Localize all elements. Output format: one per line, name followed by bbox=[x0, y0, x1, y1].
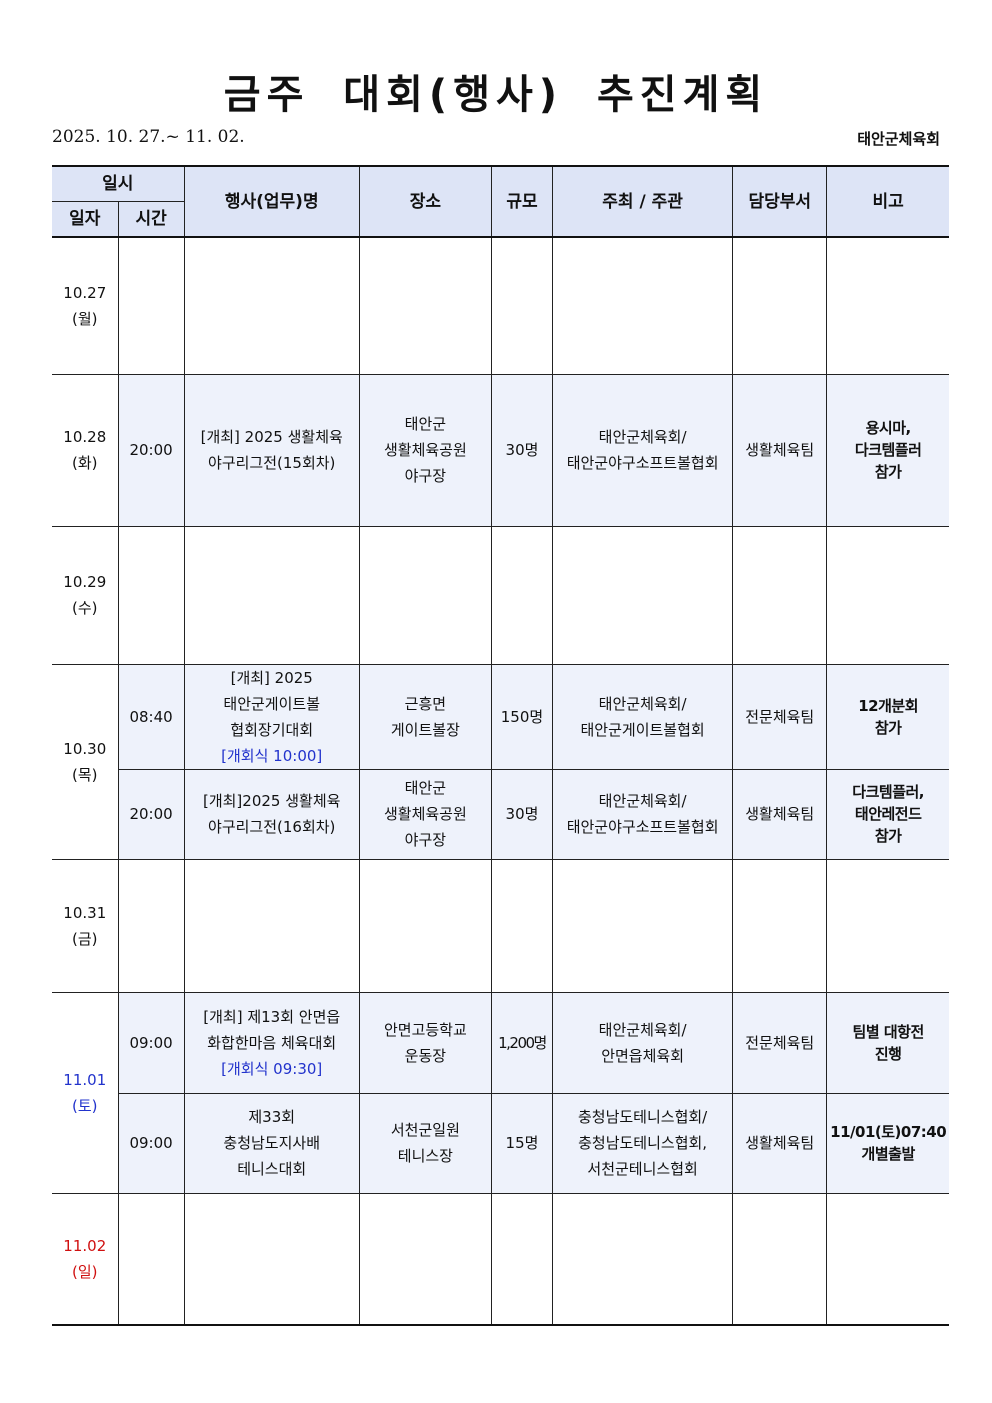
department: 전문체육팀 bbox=[732, 663, 828, 770]
time-cell: 08:40 bbox=[117, 663, 185, 770]
header-scale: 규모 bbox=[490, 165, 554, 238]
scale bbox=[490, 525, 554, 665]
department bbox=[732, 525, 828, 665]
date-cell: 10.27 (월) bbox=[52, 236, 119, 375]
table-row: 10.28 (화) 20:00 [개최] 2025 생활체육 야구리그전(15회차)… bbox=[52, 373, 949, 527]
header-dept: 담당부서 bbox=[732, 165, 828, 238]
organization: 태안군체육회 bbox=[857, 130, 940, 148]
table-row: 11.01 (토) 09:00 [개최] 제13회 안면읍 화합한마음 체육대회 [개… bbox=[52, 991, 949, 1194]
header-host: 주최 / 주관 bbox=[552, 165, 734, 238]
host bbox=[552, 525, 734, 665]
date-cell: 10.29 (수) bbox=[52, 525, 119, 665]
scale bbox=[490, 236, 554, 375]
scale: 15명 bbox=[490, 1092, 554, 1194]
scale: 30명 bbox=[490, 768, 554, 860]
time-cell: 20:00 bbox=[118, 768, 185, 860]
scale: 1,200명 bbox=[490, 991, 554, 1094]
host bbox=[552, 236, 734, 375]
header-event: 행사(업무)명 bbox=[183, 165, 360, 238]
department: 생활체육팀 bbox=[732, 768, 828, 860]
time-cell bbox=[117, 236, 185, 375]
event-title: [개최] 2025 생활체육 야구리그전(15회차) bbox=[200, 428, 343, 472]
note bbox=[826, 858, 949, 993]
place bbox=[358, 525, 492, 665]
host: 태안군체육회/ 태안군야구소프트볼협회 bbox=[552, 768, 734, 860]
period: 2025. 10. 27.~ 11. 02. bbox=[52, 127, 245, 147]
host: 충청남도테니스협회/ 충청남도테니스협회, 서천군테니스협회 bbox=[552, 1092, 734, 1194]
place: 태안군 생활체육공원 야구장 bbox=[358, 373, 492, 527]
time-cell bbox=[117, 858, 185, 993]
event-name: [개최] 2025 태안군게이트볼 협회장기대회 [개회식 10:00] bbox=[183, 663, 360, 770]
place bbox=[358, 1192, 492, 1326]
time-cell: 09:00 bbox=[118, 1092, 185, 1194]
host bbox=[552, 1192, 734, 1326]
date-cell: 10.31 (금) bbox=[52, 858, 119, 993]
opening-ceremony: [개회식 09:30] bbox=[221, 1059, 323, 1078]
place bbox=[358, 858, 492, 993]
host: 태안군체육회/ 태안군야구소프트볼협회 bbox=[552, 373, 734, 527]
opening-ceremony: [개회식 10:00] bbox=[221, 746, 323, 765]
event-name: [개최]2025 생활체육 야구리그전(16회차) bbox=[183, 768, 360, 860]
event-title: 제33회 충청남도지사배 테니스대회 bbox=[223, 1108, 321, 1178]
date-cell: 11.02 (일) bbox=[52, 1192, 119, 1326]
host bbox=[552, 858, 734, 993]
note: 다크템플러, 태안레전드 참가 bbox=[826, 768, 949, 860]
event-name: [개최] 2025 생활체육 야구리그전(15회차) bbox=[183, 373, 360, 527]
note: 11/01(토)07:40 개별출발 bbox=[826, 1092, 949, 1194]
scale bbox=[490, 1192, 554, 1326]
place bbox=[358, 236, 492, 375]
note: 용시마, 다크템플러 참가 bbox=[826, 373, 949, 527]
header-place: 장소 bbox=[358, 165, 492, 238]
host: 태안군체육회/ 안면읍체육회 bbox=[552, 991, 734, 1094]
note: 12개분회 참가 bbox=[826, 663, 949, 770]
time-cell: 09:00 bbox=[117, 991, 185, 1094]
date-cell: 10.28 (화) bbox=[52, 373, 119, 527]
event-name bbox=[183, 858, 360, 993]
department: 생활체육팀 bbox=[732, 1092, 828, 1194]
time-cell: 20:00 bbox=[117, 373, 185, 527]
table-row: 10.31 (금) bbox=[52, 858, 949, 993]
header-date: 일자 bbox=[52, 200, 119, 238]
schedule-table: 일시 행사(업무)명 장소 규모 주최 / 주관 담당부서 비고 일자 시간 1… bbox=[52, 165, 949, 1326]
department bbox=[732, 1192, 828, 1326]
event-title: [개최] 2025 태안군게이트볼 협회장기대회 bbox=[223, 668, 321, 739]
scale bbox=[490, 858, 554, 993]
department: 생활체육팀 bbox=[732, 373, 828, 527]
note bbox=[826, 1192, 949, 1326]
department bbox=[732, 858, 828, 993]
note: 팀별 대항전 진행 bbox=[826, 991, 949, 1094]
page-title: 금주 대회(행사) 추진계획 bbox=[223, 72, 769, 118]
event-name: [개최] 제13회 안면읍 화합한마음 체육대회 [개회식 09:30] bbox=[183, 991, 360, 1094]
department: 전문체육팀 bbox=[732, 991, 828, 1094]
note bbox=[826, 236, 949, 375]
date-cell: 11.01 (토) bbox=[52, 991, 119, 1194]
table-row: 20:00 [개최]2025 생활체육 야구리그전(16회차) 태안군 생활체육공원… bbox=[52, 768, 949, 860]
table-row: 10.30 (목) 08:40 [개최] 2025 태안군게이트볼 협회장기대회 [개… bbox=[52, 663, 949, 860]
table-row: 10.27 (월) bbox=[52, 236, 949, 375]
header-note: 비고 bbox=[826, 165, 949, 238]
table-row: 09:00 제33회 충청남도지사배 테니스대회 서천군일원 테니스장 15명 충청남도… bbox=[52, 1092, 949, 1194]
note bbox=[826, 525, 949, 665]
time-cell bbox=[117, 1192, 185, 1326]
place: 안면고등학교 운동장 bbox=[358, 991, 492, 1094]
table-row: 10.29 (수) bbox=[52, 525, 949, 665]
header-time: 시간 bbox=[117, 200, 185, 238]
event-name bbox=[183, 1192, 360, 1326]
event-name bbox=[183, 236, 360, 375]
table-row: 11.02 (일) bbox=[52, 1192, 949, 1326]
host: 태안군체육회/ 태안군게이트볼협회 bbox=[552, 663, 734, 770]
event-title: [개최]2025 생활체육 야구리그전(16회차) bbox=[202, 792, 341, 836]
time-cell bbox=[117, 525, 185, 665]
scale: 150명 bbox=[490, 663, 554, 770]
scale: 30명 bbox=[490, 373, 554, 527]
date-cell: 10.30 (목) bbox=[52, 663, 119, 860]
department bbox=[732, 236, 828, 375]
event-name: 제33회 충청남도지사배 테니스대회 bbox=[183, 1092, 360, 1194]
event-name bbox=[183, 525, 360, 665]
place: 근흥면 게이트볼장 bbox=[358, 663, 492, 770]
place: 태안군 생활체육공원 야구장 bbox=[358, 768, 492, 860]
place: 서천군일원 테니스장 bbox=[358, 1092, 492, 1194]
header-datetime: 일시 bbox=[52, 165, 185, 202]
event-title: [개최] 제13회 안면읍 화합한마음 체육대회 bbox=[203, 1007, 341, 1052]
